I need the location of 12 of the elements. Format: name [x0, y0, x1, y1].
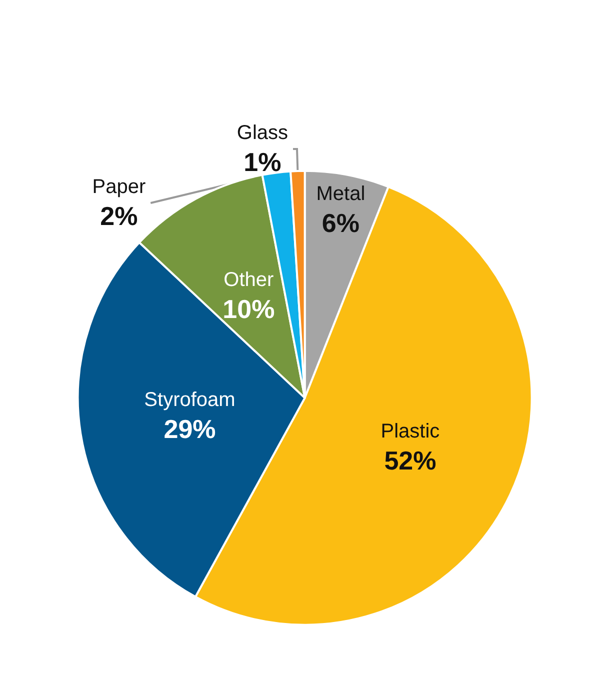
slice-label: Metal [316, 182, 366, 205]
slice-label: Paper [92, 176, 146, 198]
data-label: 1% [244, 147, 282, 178]
data-label: 52% [384, 445, 436, 476]
data-label: 29% [164, 414, 216, 444]
slice-label: Other [224, 268, 274, 291]
slice-label: Glass [236, 122, 288, 144]
slice-label: Plastic [380, 420, 440, 442]
data-label: 6% [322, 208, 360, 238]
data-label: 10% [222, 294, 275, 324]
data-label: 2% [100, 201, 138, 232]
slice-label: Styrofoam [144, 389, 236, 412]
